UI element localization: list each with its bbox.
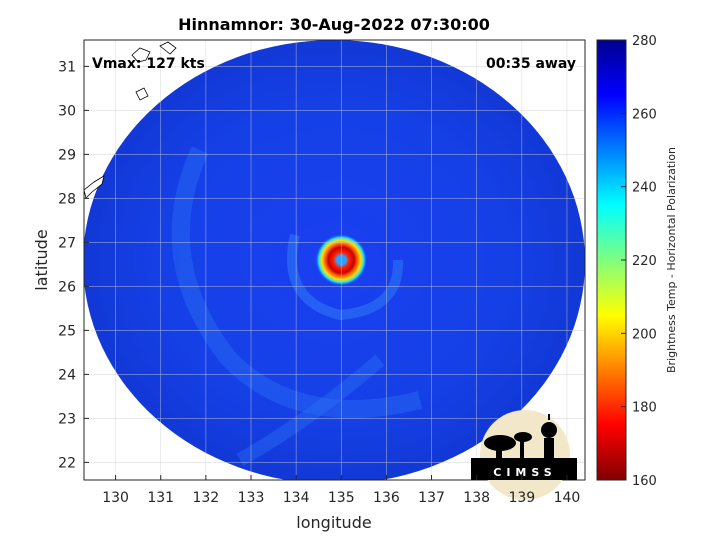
rainband-south	[236, 354, 385, 467]
colorbar-tick-label: 280	[632, 34, 657, 49]
y-tick-label: 22	[58, 455, 76, 471]
colorbar-label: Brightness Temp - Horizontal Polarizatio…	[665, 147, 678, 373]
y-tick-label: 23	[58, 411, 76, 427]
colorbar-tick-label: 220	[632, 254, 657, 269]
x-axis-label: longitude	[296, 513, 371, 532]
y-tick-label: 28	[58, 191, 76, 207]
x-tick-label: 135	[328, 490, 355, 506]
x-tick-label: 133	[238, 490, 265, 506]
x-tick-label: 139	[508, 490, 535, 506]
y-axis-label: latitude	[32, 229, 51, 290]
colorbar-tick-label: 160	[632, 474, 657, 489]
y-tick-label: 27	[58, 235, 76, 251]
plot-frame	[83, 39, 586, 481]
x-tick-label: 132	[192, 490, 219, 506]
map-title: Hinnamnor: 30-Aug-2022 07:30:00	[178, 15, 490, 34]
x-axis-ticks: 130 131 132 133 134 135 136 137 138 139 140	[102, 475, 580, 506]
colorbar-tick-label: 240	[632, 181, 657, 196]
y-tick-label: 30	[58, 103, 76, 119]
x-tick-label: 138	[463, 490, 490, 506]
grid-lines	[84, 40, 585, 480]
y-tick-label: 29	[58, 147, 76, 163]
x-tick-label: 140	[554, 490, 581, 506]
rainband-outer	[171, 146, 423, 418]
time-offset-label: 00:35 away	[486, 56, 576, 72]
x-tick-label: 131	[147, 490, 174, 506]
x-tick-label: 130	[102, 490, 129, 506]
colorbar-tick-label: 200	[632, 327, 657, 342]
map-plot-area[interactable]: Vmax: 127 kts 00:35 away CIMSS	[83, 39, 586, 500]
rainband-inner	[287, 233, 404, 321]
y-tick-label: 31	[58, 59, 76, 75]
x-tick-label: 136	[373, 490, 400, 506]
vmax-label: Vmax: 127 kts	[92, 56, 205, 72]
y-tick-label: 24	[58, 367, 76, 383]
colorbar-ticks: 160 180 200 220 240 260 280	[621, 34, 657, 489]
colorbar: 160 180 200 220 240 260 280 Brightness Temp - …	[596, 34, 678, 489]
y-axis-ticks: 22 23 24 25 26 27 28 29 30 31	[58, 59, 89, 471]
colorbar-tick-label: 180	[632, 401, 657, 416]
coastline-island	[131, 41, 177, 101]
colorbar-tick-label: 260	[632, 107, 657, 122]
x-tick-label: 137	[418, 490, 445, 506]
y-tick-label: 26	[58, 279, 76, 295]
x-tick-label: 134	[283, 490, 310, 506]
y-tick-label: 25	[58, 323, 76, 339]
logo-text: CIMSS	[493, 466, 556, 479]
cimss-logo: CIMSS	[471, 410, 577, 500]
